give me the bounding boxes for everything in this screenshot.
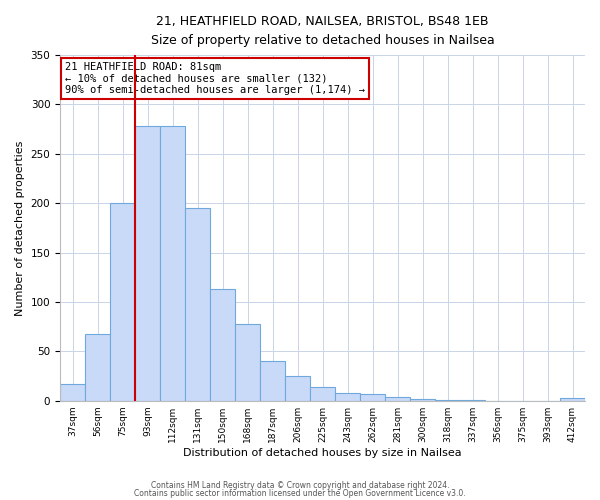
Bar bbox=[285, 376, 310, 400]
Bar bbox=[210, 289, 235, 401]
Bar bbox=[335, 393, 360, 400]
Bar bbox=[135, 126, 160, 400]
Text: Contains HM Land Registry data © Crown copyright and database right 2024.: Contains HM Land Registry data © Crown c… bbox=[151, 481, 449, 490]
Text: 21 HEATHFIELD ROAD: 81sqm
← 10% of detached houses are smaller (132)
90% of semi: 21 HEATHFIELD ROAD: 81sqm ← 10% of detac… bbox=[65, 62, 365, 95]
Bar bbox=[410, 398, 435, 400]
Title: 21, HEATHFIELD ROAD, NAILSEA, BRISTOL, BS48 1EB
Size of property relative to det: 21, HEATHFIELD ROAD, NAILSEA, BRISTOL, B… bbox=[151, 15, 494, 47]
Bar bbox=[85, 334, 110, 400]
Bar bbox=[160, 126, 185, 400]
Bar bbox=[60, 384, 85, 400]
Bar bbox=[560, 398, 585, 400]
Bar bbox=[385, 397, 410, 400]
Bar bbox=[185, 208, 210, 400]
Bar bbox=[260, 361, 285, 401]
Y-axis label: Number of detached properties: Number of detached properties bbox=[15, 140, 25, 316]
Bar bbox=[360, 394, 385, 400]
X-axis label: Distribution of detached houses by size in Nailsea: Distribution of detached houses by size … bbox=[183, 448, 462, 458]
Bar bbox=[310, 387, 335, 400]
Bar bbox=[110, 203, 135, 400]
Bar bbox=[235, 324, 260, 400]
Text: Contains public sector information licensed under the Open Government Licence v3: Contains public sector information licen… bbox=[134, 488, 466, 498]
